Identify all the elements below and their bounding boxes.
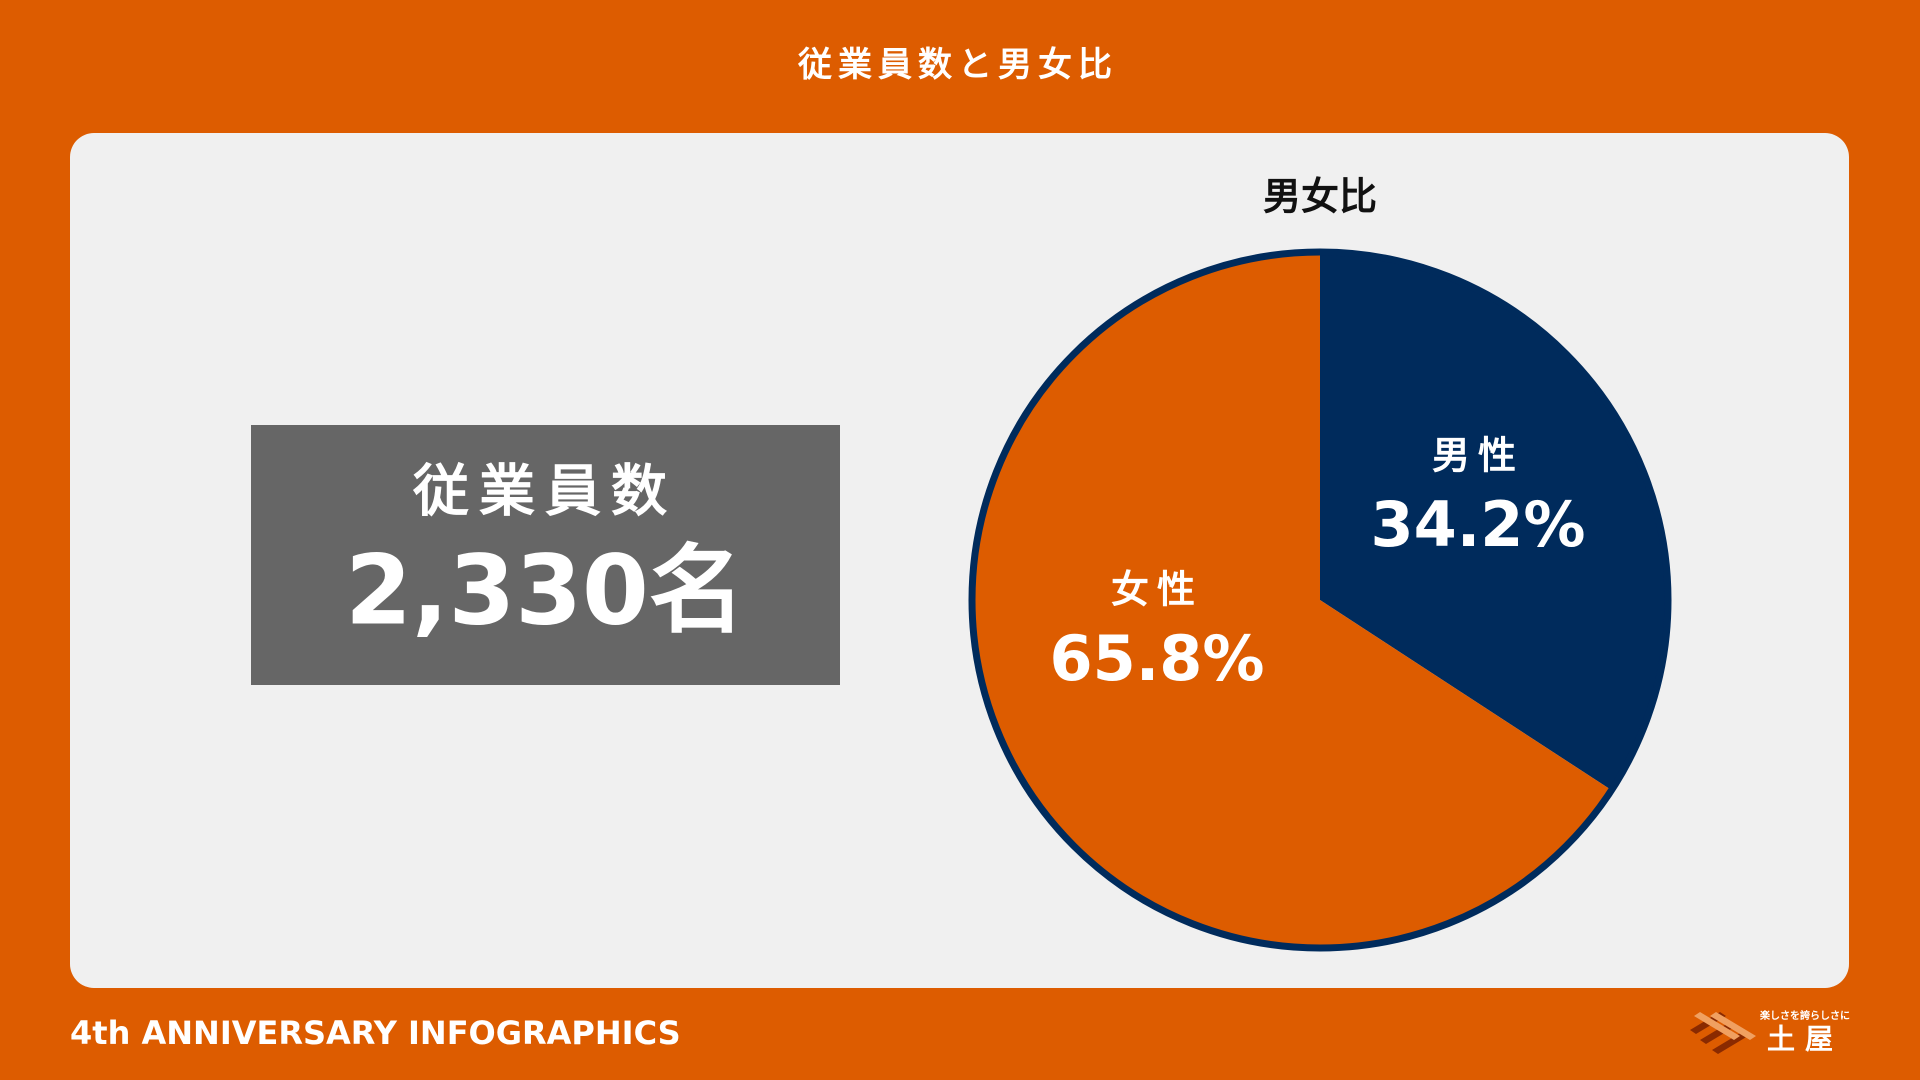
- pie-chart: 男性 34.2% 女性 65.8%: [968, 248, 1672, 952]
- logo-mark: [1690, 1012, 1748, 1054]
- slice-value: 65.8%: [1049, 622, 1264, 695]
- logo: 楽しさを誇らしさに 土屋: [1690, 1009, 1850, 1056]
- employee-label: 従業員数: [412, 459, 677, 525]
- logo-mark: [1694, 1012, 1756, 1040]
- pie-slice: [1320, 252, 1668, 791]
- employee-count: 2,330名: [345, 534, 745, 646]
- slice-name: 男性: [1432, 433, 1524, 478]
- slice-name: 女性: [1111, 567, 1203, 612]
- footer-text: 4th ANNIVERSARY INFOGRAPHICS: [70, 1014, 681, 1052]
- pie-slice: [971, 252, 1612, 948]
- chart-title: 男女比: [1263, 174, 1377, 219]
- logo-name: 土屋: [1767, 1023, 1843, 1056]
- pie-border: [968, 248, 1672, 952]
- employee-box: [251, 425, 840, 685]
- logo-tagline: 楽しさを誇らしさに: [1759, 1009, 1850, 1022]
- slice-value: 34.2%: [1370, 488, 1585, 561]
- page-title: 従業員数と男女比: [797, 45, 1118, 85]
